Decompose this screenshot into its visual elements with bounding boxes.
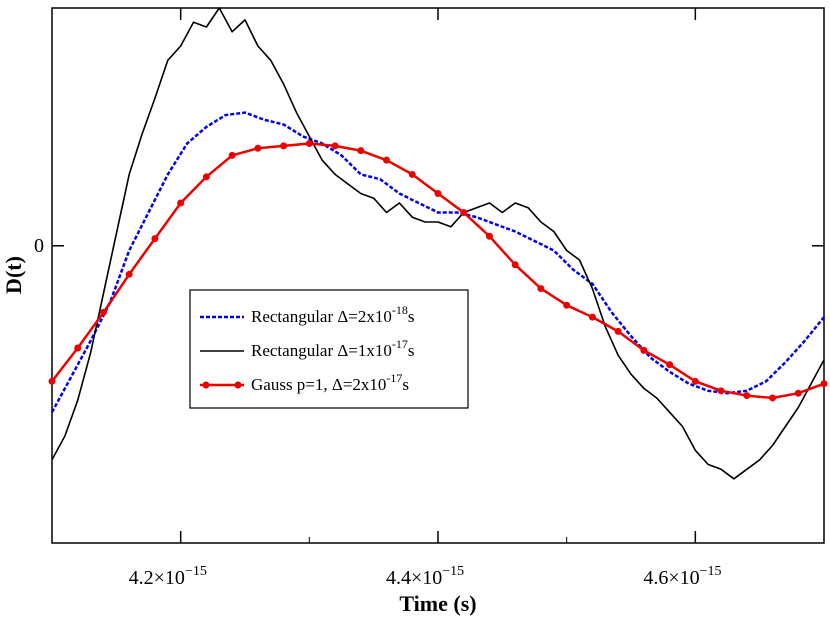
x-tick-label-exponent: −15 [700,564,722,579]
series-3-point [511,261,519,269]
series-3-point [717,387,725,395]
x-tick-label-base: 4.2×10 [129,567,185,589]
y-axis-title: D(t) [1,256,26,294]
legend-label-exponent: -18 [392,303,408,317]
legend-marker-right [234,381,242,389]
x-tick-label: 4.6×10−15 [643,564,721,589]
series-3-point [769,394,777,402]
series-group [48,7,828,480]
series-3-point [537,285,545,293]
series-3-point [331,142,339,150]
series-3-point [794,389,802,397]
series-3-point [228,151,236,159]
series-3-point [485,232,493,240]
series-3-point [563,301,571,309]
series-3-point [408,170,416,178]
series-3-point [99,308,107,316]
series-3-point [254,144,262,152]
legend-label-exponent: -17 [386,371,402,385]
series-3-point [614,327,622,335]
x-tick-label: 4.2×10−15 [129,564,207,589]
series-3-point [460,208,468,216]
x-tick-label-base: 4.6×10 [643,567,699,589]
series-3-point [48,377,56,385]
x-tick-label-base: 4.4×10 [386,567,442,589]
legend-marker-left [202,381,210,389]
series-3-point [202,173,210,181]
series-line-2 [51,7,825,480]
series-3-point [820,380,828,388]
series-3-point [280,142,288,150]
series-3-point [743,392,751,400]
series-3-point [151,235,159,243]
legend-label-1: Rectangular Δ=2x10-18s [251,303,415,326]
series-3-point [691,377,699,385]
series-3-point [588,313,596,321]
series-3-point [305,140,313,148]
legend-label-3: Gauss p=1, Δ=2x10-17s [251,371,409,394]
series-3-point [383,156,391,164]
plot-frame [51,7,825,544]
series-3-point [434,189,442,197]
series-3-point [357,147,365,155]
axis-ticks: 4.2×10−15 4.4×10−15 4.6×10−150 [34,8,825,589]
series-3-point [640,346,648,354]
series-3-point [666,361,674,369]
legend-label-main: Gauss p=1, Δ=2x10 [251,375,386,394]
legend-label-2: Rectangular Δ=1x10-17s [251,337,415,360]
x-axis-title: Time (s) [399,591,476,616]
y-tick-label: 0 [34,235,44,257]
series-line-1 [50,111,825,413]
legend-label-exponent: -17 [392,337,408,351]
x-tick-label-exponent: −15 [442,564,464,579]
series-3-point [125,270,133,278]
legend-label-tail: s [408,341,415,360]
legend-label-main: Rectangular Δ=2x10 [251,307,392,326]
x-tick-label-exponent: −15 [185,564,207,579]
legend-label-tail: s [402,375,409,394]
series-3-point [177,199,185,207]
series-3-point [74,344,82,352]
legend-box [189,289,469,409]
legend-label-main: Rectangular Δ=1x10 [251,341,392,360]
legend-label-tail: s [408,307,415,326]
x-tick-label: 4.4×10−15 [386,564,464,589]
